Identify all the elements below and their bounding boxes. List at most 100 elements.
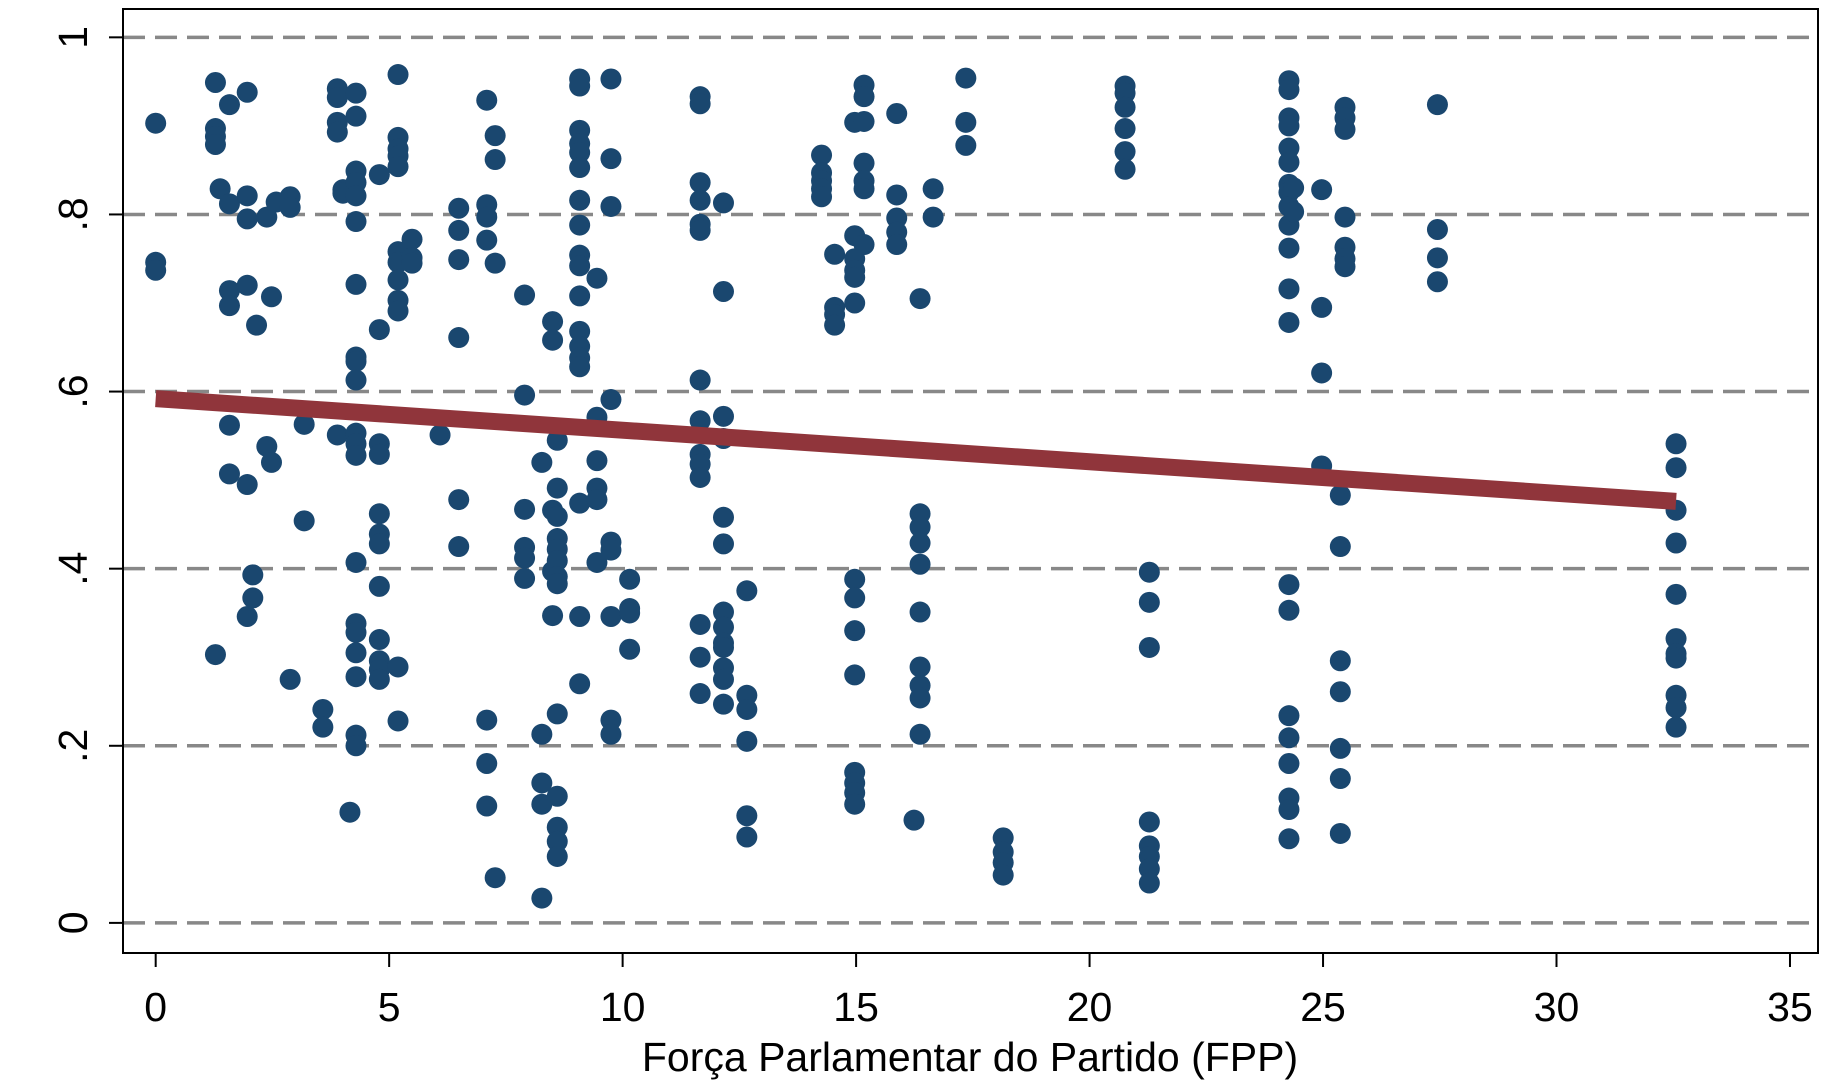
scatter-point (368, 443, 390, 465)
x-tick-label: 20 (1067, 984, 1113, 1030)
scatter-point (844, 266, 866, 288)
scatter-point (600, 723, 622, 745)
scatter-point (853, 86, 875, 108)
scatter-point (844, 620, 866, 642)
scatter-point (689, 219, 711, 241)
scatter-point (1665, 697, 1687, 719)
scatter-point (922, 206, 944, 228)
scatter-point (204, 72, 226, 94)
scatter-point (209, 178, 231, 200)
scatter-point (955, 134, 977, 156)
scatter-point (339, 801, 361, 823)
scatter-point (1329, 822, 1351, 844)
y-tick-label: 1 (50, 26, 96, 49)
scatter-point (712, 616, 734, 638)
x-tick-label: 0 (144, 984, 167, 1030)
scatter-point (712, 693, 734, 715)
x-axis-title: Força Parlamentar do Partido (FPP) (642, 1034, 1298, 1080)
scatter-point (909, 553, 931, 575)
scatter-point (586, 489, 608, 511)
scatter-point (256, 435, 278, 457)
scatter-point (712, 533, 734, 555)
scatter-point (145, 259, 167, 281)
scatter-point (368, 533, 390, 555)
scatter-point (236, 208, 258, 230)
scatter-point (1665, 647, 1687, 669)
scatter-point (569, 320, 591, 342)
scatter-point (218, 463, 240, 485)
scatter-point (514, 498, 536, 520)
scatter-point (542, 329, 564, 351)
scatter-point (1426, 94, 1448, 116)
scatter-point (546, 573, 568, 595)
scatter-point (569, 75, 591, 97)
scatter-point (1665, 628, 1687, 650)
scatter-point (811, 144, 833, 166)
scatter-point (345, 82, 367, 104)
scatter-point (368, 629, 390, 651)
scatter-point (476, 89, 498, 111)
scatter-point (844, 793, 866, 815)
scatter-point (712, 405, 734, 427)
scatter-point (145, 112, 167, 134)
scatter-point (514, 384, 536, 406)
scatter-point (345, 273, 367, 295)
scatter-point (368, 668, 390, 690)
scatter-point (345, 369, 367, 391)
scatter-point (909, 723, 931, 745)
scatter-point (345, 551, 367, 573)
scatter-point (476, 709, 498, 731)
scatter-point (429, 424, 451, 446)
scatter-point (204, 644, 226, 666)
scatter-point (218, 414, 240, 436)
scatter-point (204, 133, 226, 155)
scatter-point (569, 157, 591, 179)
scatter-point (476, 206, 498, 228)
scatter-point (736, 580, 758, 602)
scatter-point (1334, 206, 1356, 228)
scatter-point (1329, 484, 1351, 506)
scatter-point (600, 605, 622, 627)
scatter-point (542, 311, 564, 333)
fit-line (155, 390, 1677, 510)
scatter-point (853, 152, 875, 174)
scatter-point (368, 575, 390, 597)
scatter-point (689, 646, 711, 668)
scatter-point (312, 716, 334, 738)
scatter-point (345, 211, 367, 233)
scatter-point (586, 267, 608, 289)
scatter-point (279, 196, 301, 218)
scatter-point (1278, 828, 1300, 850)
scatter-point (1138, 591, 1160, 613)
scatter-point (569, 492, 591, 514)
scatter-point (909, 532, 931, 554)
scatter-point (586, 450, 608, 472)
scatter-point (1278, 705, 1300, 727)
scatter-point (476, 795, 498, 817)
scatter-point (844, 664, 866, 686)
scatter-point (1665, 583, 1687, 605)
scatter-point (1278, 727, 1300, 749)
scatter-point (922, 178, 944, 200)
x-tick-label: 15 (833, 984, 879, 1030)
scatter-point (712, 668, 734, 690)
scatter-point (712, 601, 734, 623)
scatter-point (448, 327, 470, 349)
scatter-point (1278, 115, 1300, 137)
scatter-point (909, 516, 931, 538)
scatter-point (712, 280, 734, 302)
scatter-point (1138, 811, 1160, 833)
y-tick-label: .6 (50, 374, 96, 408)
scatter-point (619, 638, 641, 660)
scatter-point (312, 698, 334, 720)
scatter-point (619, 568, 641, 590)
scatter-point (853, 178, 875, 200)
scatter-point (569, 605, 591, 627)
scatter-point (260, 451, 282, 473)
scatter-point (569, 141, 591, 163)
scatter-point (712, 192, 734, 214)
scatter-point (242, 564, 264, 586)
scatter-point (689, 683, 711, 705)
scatter-point (1665, 433, 1687, 455)
scatter-point (1278, 574, 1300, 596)
